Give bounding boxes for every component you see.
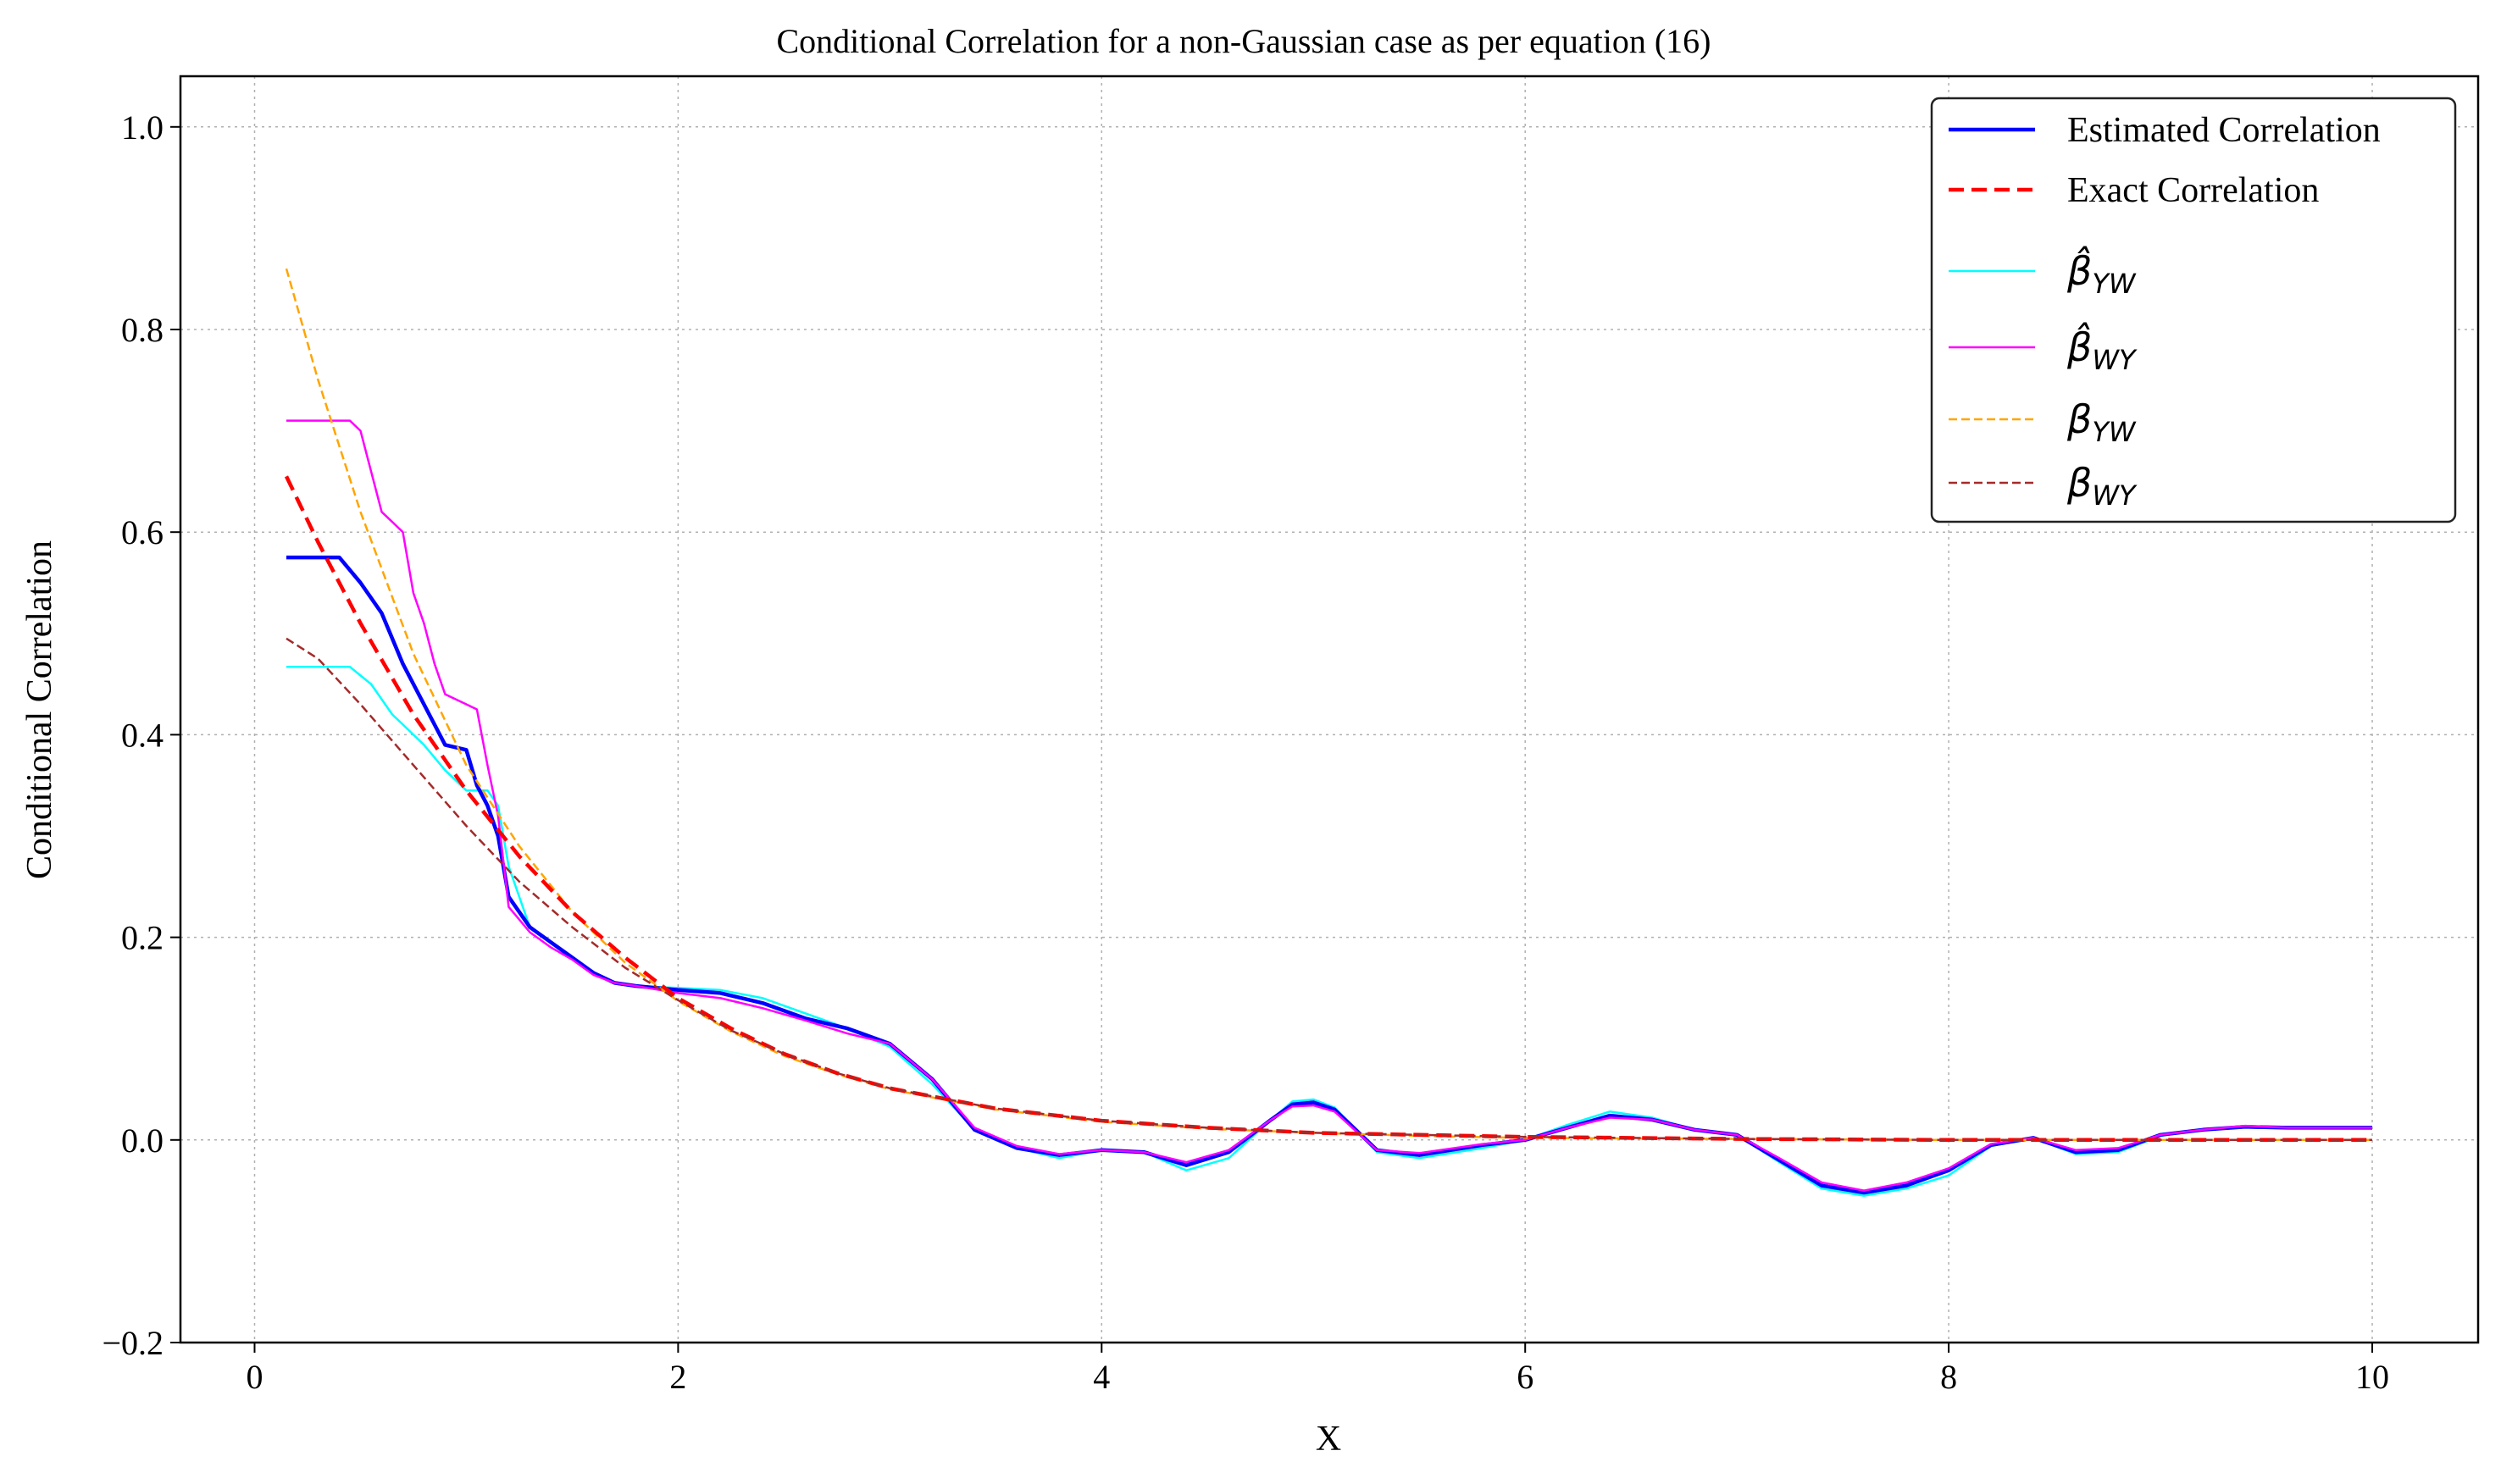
y-tick-label: 0.4	[121, 716, 164, 754]
legend-label-4: βYW	[2066, 396, 2137, 448]
plot-series	[284, 268, 2372, 1197]
x-tick-label: 0	[246, 1358, 263, 1396]
y-tick-label: 0.8	[121, 311, 164, 349]
x-tick-label: 10	[2355, 1358, 2389, 1396]
plot-frame	[179, 75, 2480, 1344]
y-tick-label: 1.0	[121, 108, 164, 147]
series-line-5	[286, 637, 2372, 1142]
legend-frame	[1930, 97, 2457, 523]
x-axis-ticks: 0 2 4 6 8 10	[246, 1343, 2389, 1396]
x-tick-label: 4	[1093, 1358, 1110, 1396]
x-tick-label: 2	[669, 1358, 686, 1396]
legend-label-5: βWY	[2066, 460, 2138, 512]
legend-label-3: β̂WY	[2066, 322, 2138, 376]
chart-title: Conditional Correlation for a non-Gaussi…	[776, 22, 1711, 60]
series-line-3	[286, 419, 2372, 1192]
y-tick-label: −0.2	[102, 1324, 164, 1362]
y-tick-label: 0.2	[121, 919, 164, 957]
x-tick-label: 8	[1940, 1358, 1957, 1396]
y-tick-label: 0.0	[121, 1121, 164, 1160]
legend-label-2: β̂YW	[2066, 246, 2137, 300]
x-tick-label: 6	[1517, 1358, 1533, 1396]
legend: Estimated Correlation Exact Correlation β̂…	[1930, 97, 2457, 523]
y-axis-label: Conditional Correlation	[20, 540, 59, 879]
y-tick-label: 0.6	[121, 513, 164, 551]
y-axis-ticks: −0.2 0.0 0.2 0.4 0.6 0.8 1.0	[102, 108, 180, 1362]
legend-label-1: Exact Correlation	[2067, 171, 2319, 210]
x-axis-label: X	[1316, 1420, 1341, 1459]
legend-label-0: Estimated Correlation	[2067, 111, 2381, 150]
